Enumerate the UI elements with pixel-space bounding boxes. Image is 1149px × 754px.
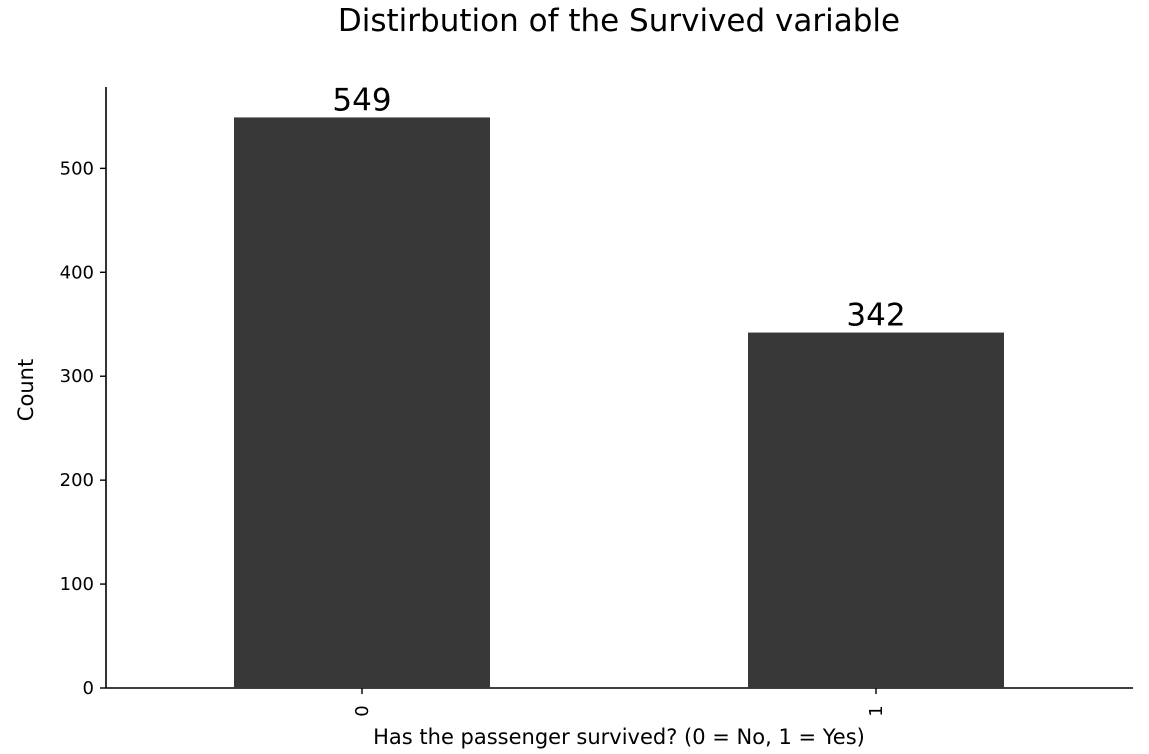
y-tick-label: 400: [60, 262, 94, 283]
y-axis-label: Count: [14, 359, 38, 421]
chart-title: Distirbution of the Survived variable: [338, 3, 900, 39]
data-labels: 549 342: [332, 82, 905, 333]
y-axis-ticks: 0 100 200 300 400 500: [60, 158, 106, 699]
data-label-1: 342: [846, 298, 905, 334]
y-tick-label: 0: [83, 678, 94, 699]
bar-1: [748, 332, 1004, 688]
y-tick-label: 300: [60, 366, 94, 387]
x-axis-label: Has the passenger survived? (0 = No, 1 =…: [373, 725, 865, 749]
data-label-0: 549: [332, 82, 391, 118]
bar-0: [234, 117, 490, 689]
x-tick-label: 1: [866, 705, 887, 716]
x-tick-label: 0: [352, 705, 373, 716]
y-tick-label: 100: [60, 574, 94, 595]
y-tick-label: 200: [60, 470, 94, 491]
bars: [234, 117, 1004, 689]
y-tick-label: 500: [60, 158, 94, 179]
